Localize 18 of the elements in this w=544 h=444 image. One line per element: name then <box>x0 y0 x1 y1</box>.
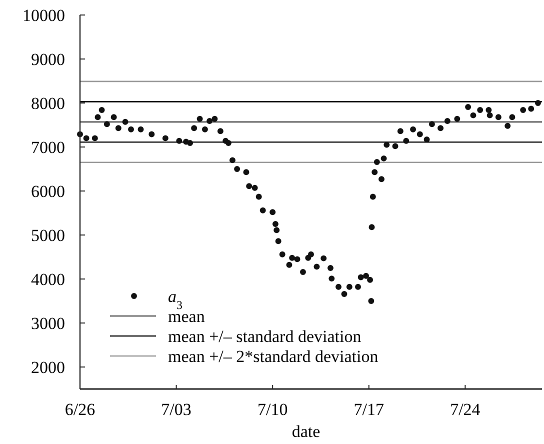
x-tick-label: 7/17 <box>354 400 384 419</box>
y-tick-label: 3000 <box>31 314 65 333</box>
x-tick-label: 7/10 <box>257 400 288 419</box>
legend-label: a$_{3}$ <box>168 286 182 312</box>
y-tick-label: 8000 <box>31 94 65 113</box>
y-tick-label: 5000 <box>31 226 65 245</box>
legend-label: mean +/– 2*standard deviation <box>168 346 379 366</box>
x-tick-label: 6/26 <box>64 400 96 419</box>
x-axis-title: date <box>292 422 320 441</box>
y-tick-label: 10000 <box>22 6 65 25</box>
y-tick-label: 7000 <box>31 138 65 157</box>
y-tick-label: 2000 <box>31 358 65 377</box>
y-tick-label: 9000 <box>31 50 65 69</box>
x-tick-label: 7/24 <box>450 400 481 419</box>
x-tick-label: 7/03 <box>161 400 192 419</box>
y-tick-label: 6000 <box>31 182 65 201</box>
legend-label: mean +/– standard deviation <box>168 326 362 346</box>
y-tick-label: 4000 <box>31 270 65 289</box>
